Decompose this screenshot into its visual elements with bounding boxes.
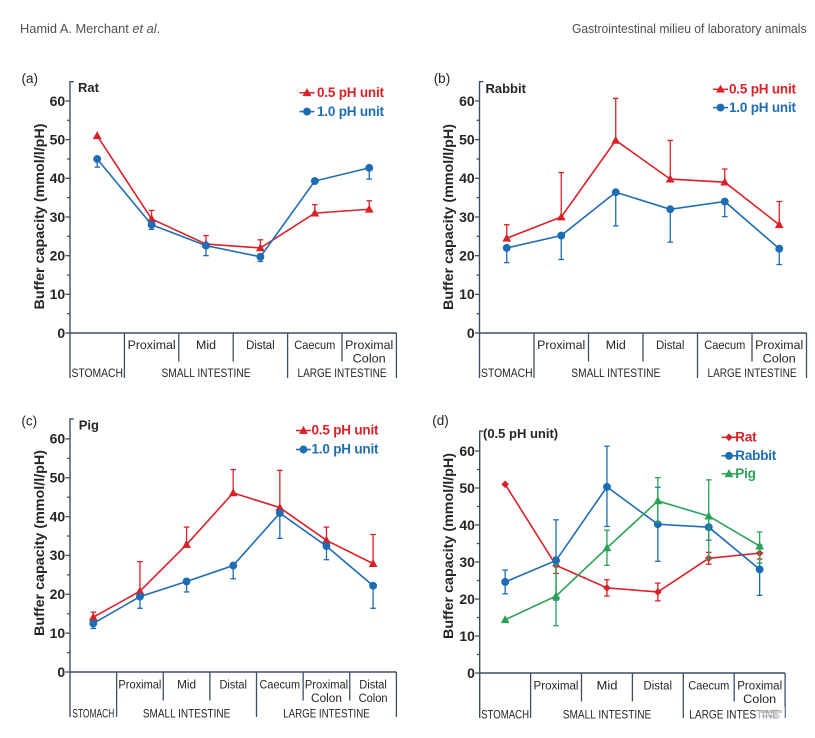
svg-text:20: 20 (50, 248, 66, 264)
svg-text:30: 30 (459, 554, 475, 570)
svg-text:Distal: Distal (246, 338, 275, 352)
svg-text:Rabbit: Rabbit (486, 81, 527, 96)
svg-text:SMALL INTESTINE: SMALL INTESTINE (571, 367, 660, 380)
svg-text:60: 60 (459, 93, 475, 109)
svg-text:Caecum: Caecum (294, 338, 335, 352)
svg-text:Proximal: Proximal (345, 338, 393, 352)
svg-text:STOMACH: STOMACH (481, 708, 529, 721)
svg-text:Proximal: Proximal (118, 677, 161, 691)
svg-text:SMALL INTESTINE: SMALL INTESTINE (563, 708, 652, 721)
svg-text:Caecum: Caecum (260, 677, 301, 691)
svg-text:Colon: Colon (311, 691, 342, 705)
svg-text:Rat: Rat (735, 430, 757, 445)
svg-text:Buffer capacity (mmol/l/pH): Buffer capacity (mmol/l/pH) (441, 124, 456, 310)
svg-text:Pig: Pig (79, 418, 99, 433)
svg-text:(d): (d) (432, 413, 449, 428)
svg-text:20: 20 (459, 591, 475, 607)
svg-text:Mid: Mid (196, 338, 216, 352)
svg-text:Distal: Distal (656, 338, 685, 352)
svg-text:50: 50 (459, 480, 475, 496)
svg-text:LARGE INTESTINE: LARGE INTESTINE (689, 708, 779, 721)
svg-text:20: 20 (459, 248, 475, 264)
svg-text:Colon: Colon (763, 351, 796, 365)
svg-text:Caecum: Caecum (688, 678, 729, 692)
svg-text:Buffer capacity (mmol/l/pH): Buffer capacity (mmol/l/pH) (32, 124, 47, 310)
svg-text:0.5 pH unit: 0.5 pH unit (729, 82, 797, 97)
svg-text:0: 0 (57, 325, 65, 341)
svg-text:Distal: Distal (359, 677, 387, 691)
svg-text:(b): (b) (434, 71, 451, 86)
svg-text:10: 10 (459, 286, 475, 302)
svg-text:0: 0 (57, 664, 65, 680)
svg-text:Proximal: Proximal (534, 678, 579, 692)
svg-text:Mid: Mid (597, 678, 618, 692)
svg-text:LARGE INTESTINE: LARGE INTESTINE (298, 367, 387, 380)
svg-text:Distal: Distal (644, 678, 673, 692)
svg-text:0: 0 (467, 325, 475, 341)
svg-text:10: 10 (459, 628, 475, 644)
svg-text:0: 0 (467, 665, 475, 681)
svg-text:Mid: Mid (177, 677, 196, 691)
svg-text:10: 10 (50, 625, 66, 641)
svg-text:0.5 pH unit: 0.5 pH unit (312, 423, 380, 438)
svg-text:Colon: Colon (353, 351, 386, 365)
svg-text:Proximal: Proximal (305, 677, 348, 691)
svg-text:40: 40 (459, 517, 475, 533)
svg-text:Distal: Distal (219, 677, 247, 691)
svg-text:Buffer capacity (mmol/l/pH): Buffer capacity (mmol/l/pH) (441, 453, 456, 639)
svg-text:SMALL INTESTINE: SMALL INTESTINE (143, 707, 231, 720)
svg-text:60: 60 (50, 431, 66, 447)
svg-text:50: 50 (459, 132, 475, 148)
svg-text:60: 60 (459, 443, 475, 459)
svg-text:Proximal: Proximal (128, 338, 176, 352)
svg-text:(c): (c) (21, 414, 37, 429)
svg-text:30: 30 (50, 209, 66, 225)
svg-text:LARGE INTESTINE: LARGE INTESTINE (708, 367, 797, 380)
svg-text:LARGE INTESTINE: LARGE INTESTINE (283, 707, 370, 720)
svg-text:Proximal: Proximal (755, 338, 803, 352)
svg-text:40: 40 (50, 508, 66, 524)
svg-text:SMALL INTESTINE: SMALL INTESTINE (162, 367, 251, 380)
svg-text:30: 30 (459, 209, 475, 225)
svg-text:(0.5 pH unit): (0.5 pH unit) (483, 426, 558, 441)
svg-text:Buffer capacity (mmol/l/pH): Buffer capacity (mmol/l/pH) (32, 450, 47, 636)
svg-text:1.0 pH unit: 1.0 pH unit (729, 100, 797, 115)
svg-text:60: 60 (50, 93, 66, 109)
svg-text:Gastrointestinal milieu of lab: Gastrointestinal milieu of laboratory an… (572, 21, 807, 36)
svg-text:Colon: Colon (359, 691, 388, 705)
svg-text:Colon: Colon (743, 692, 776, 706)
svg-text:40: 40 (50, 170, 66, 186)
svg-text:Proximal: Proximal (737, 678, 782, 692)
svg-text:Mid: Mid (606, 338, 626, 352)
svg-text:1.0 pH unit: 1.0 pH unit (317, 104, 385, 119)
svg-text:30: 30 (50, 547, 66, 563)
svg-text:Rabbit: Rabbit (735, 448, 777, 463)
svg-text:50: 50 (50, 470, 66, 486)
svg-text:1.0 pH unit: 1.0 pH unit (312, 442, 380, 457)
svg-text:(a): (a) (22, 71, 39, 86)
svg-text:10: 10 (50, 286, 66, 302)
svg-text:0.5 pH unit: 0.5 pH unit (317, 85, 385, 100)
svg-text:40: 40 (459, 170, 475, 186)
svg-text:Hamid A. Merchant et al.: Hamid A. Merchant et al. (20, 21, 160, 36)
svg-text:Caecum: Caecum (704, 338, 745, 352)
svg-text:20: 20 (50, 586, 66, 602)
svg-text:Proximal: Proximal (537, 338, 585, 352)
svg-text:50: 50 (50, 132, 66, 148)
svg-text:Rat: Rat (78, 80, 100, 95)
svg-text:STOMACH: STOMACH (72, 707, 114, 720)
svg-text:STOMACH: STOMACH (481, 367, 533, 380)
svg-text:STOMACH: STOMACH (71, 367, 123, 380)
svg-text:Pig: Pig (735, 466, 755, 481)
